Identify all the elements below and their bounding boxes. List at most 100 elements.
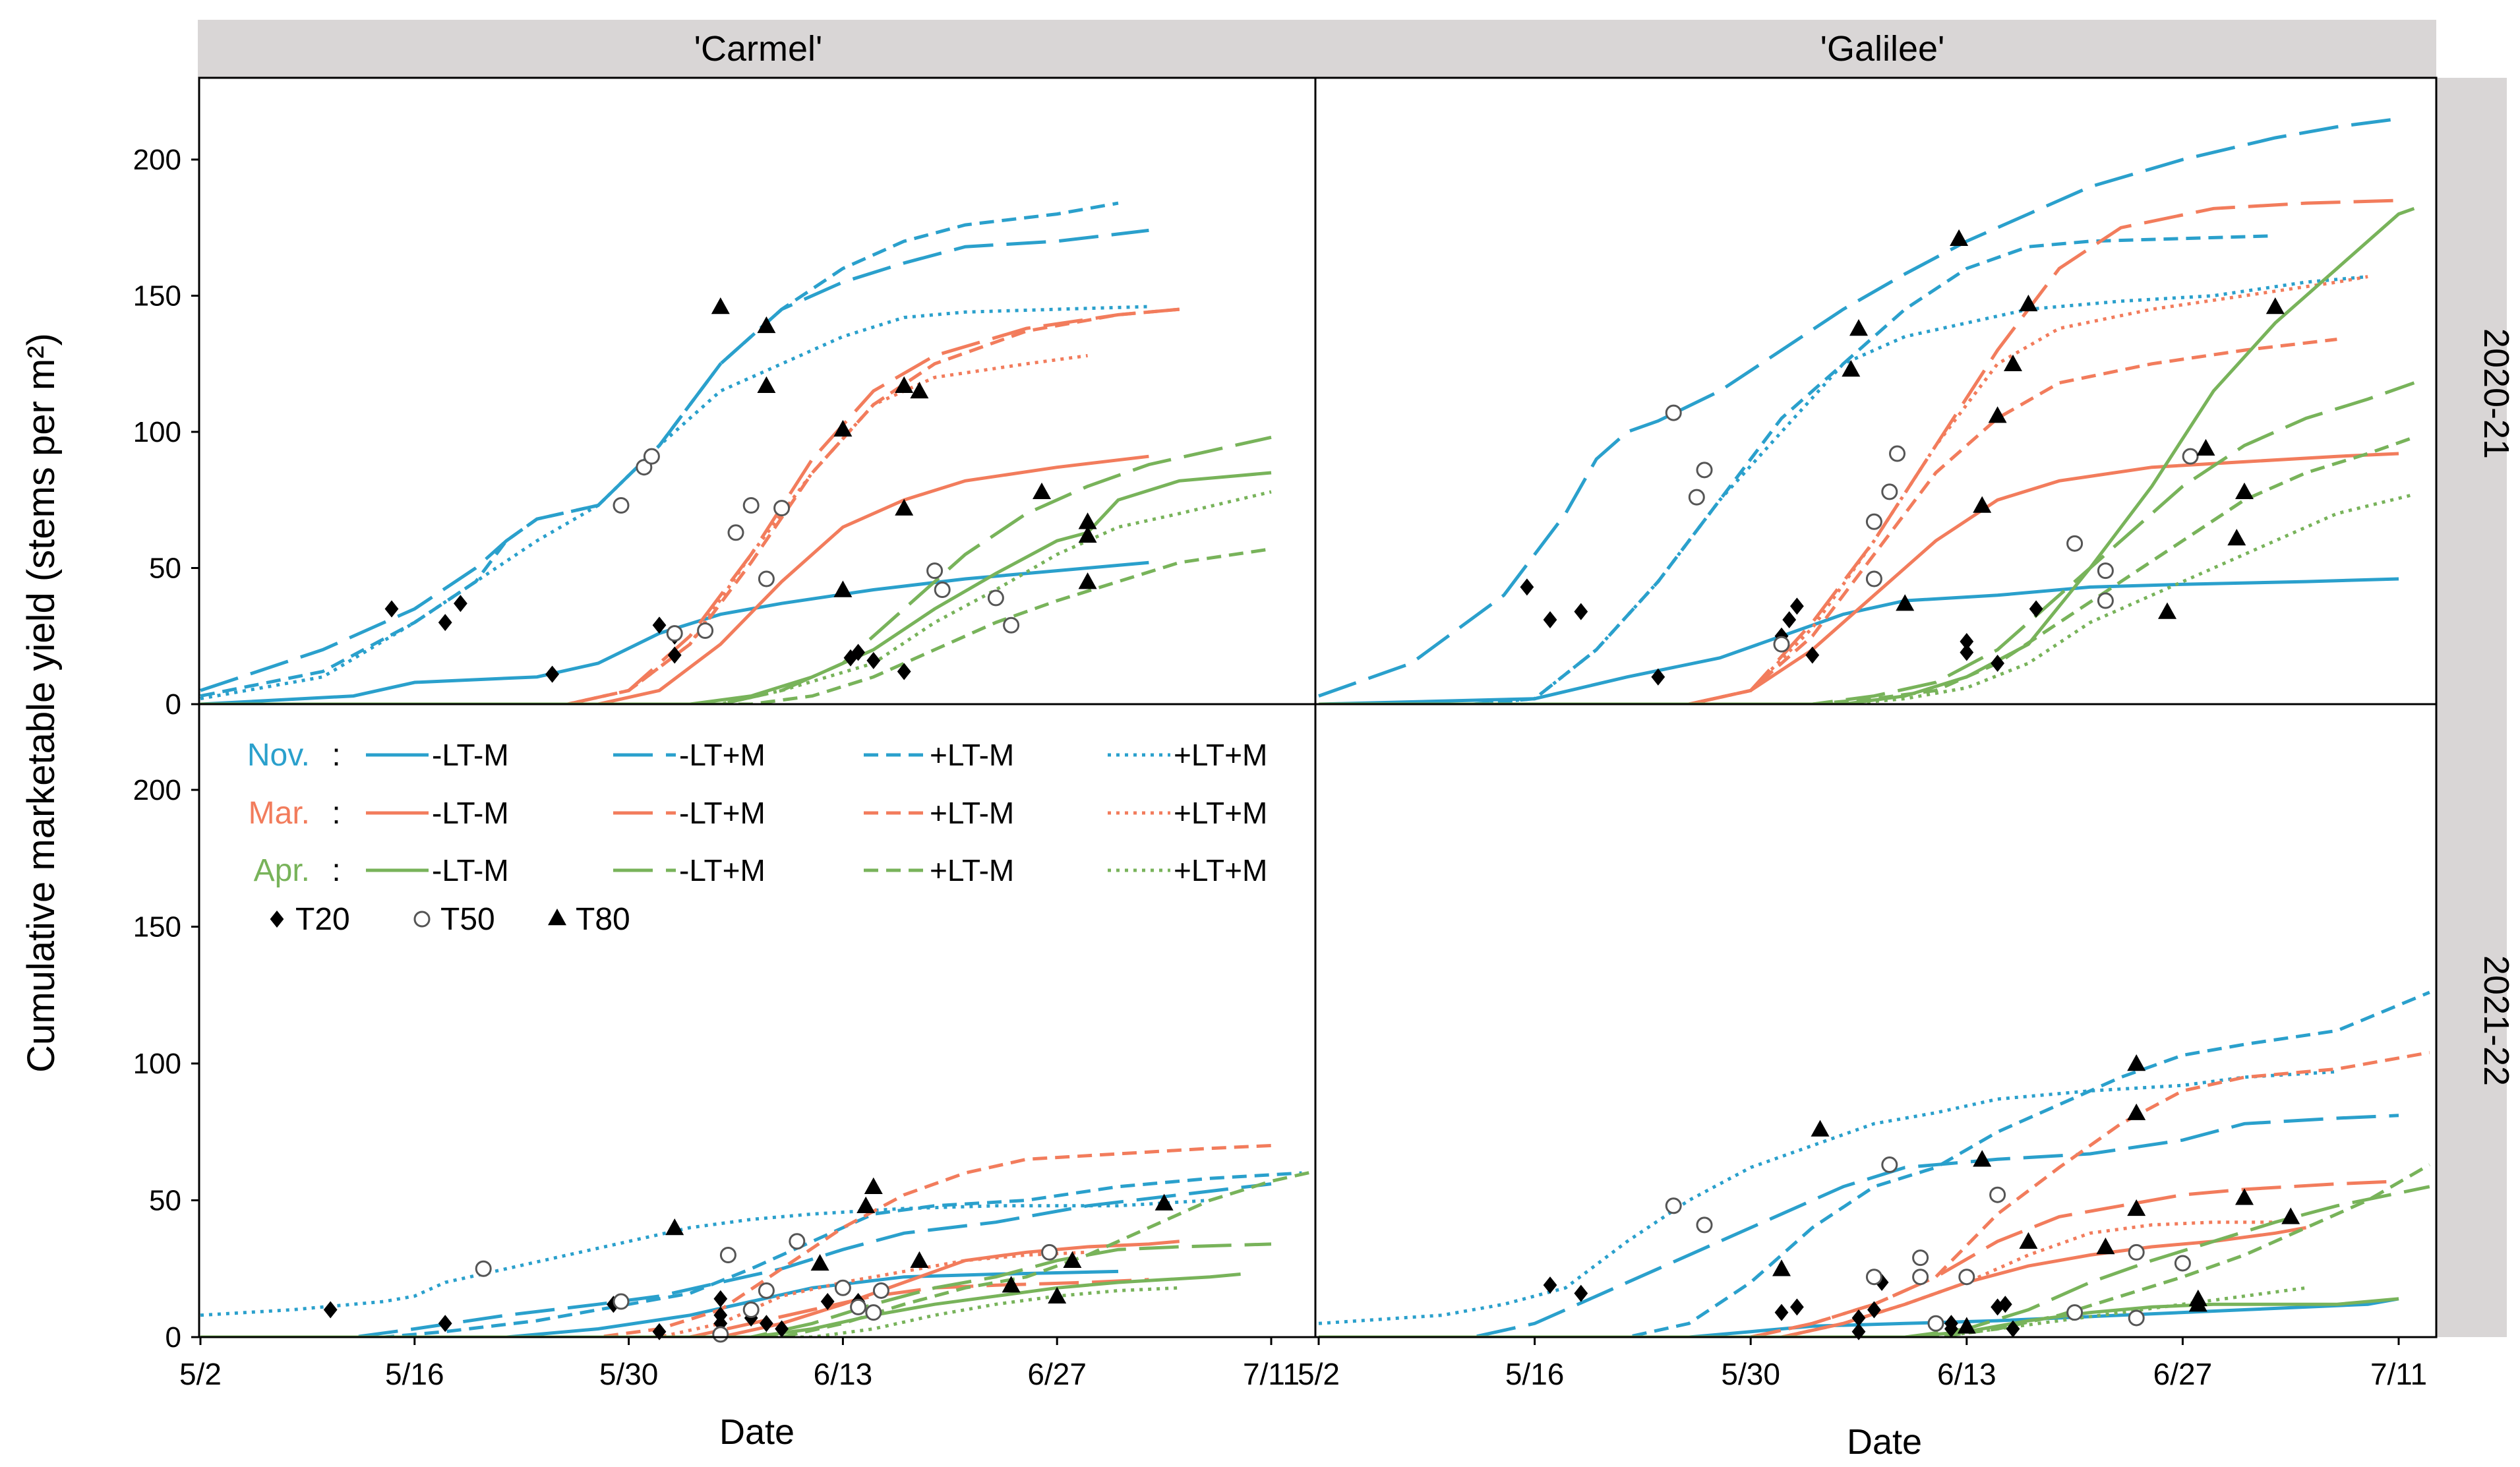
x-tick-label: 5/30: [1721, 1357, 1780, 1391]
series-line-mar-mLTpM: [200, 1278, 1149, 1337]
t50-marker: [475, 1260, 492, 1277]
t80-marker: [2196, 438, 2215, 456]
panel-0: [200, 201, 1272, 704]
panel-frame-carmel-2020-21: [198, 76, 1317, 705]
series-line-mar-mLTmM: [200, 454, 1149, 704]
legend-colon: :: [332, 853, 340, 888]
row-header-2021-22: 2021-22: [2476, 955, 2516, 1086]
t20-marker: [454, 595, 467, 613]
t50-marker: [926, 562, 944, 580]
t80-marker: [1849, 319, 1868, 336]
panel-frame-galilee-2021-22: [1314, 703, 2438, 1338]
t80-marker: [711, 297, 730, 314]
row-strip: [2436, 78, 2507, 1337]
y-tick-label: 50: [149, 553, 181, 585]
t50-marker: [742, 497, 760, 514]
t50-marker: [742, 1302, 760, 1318]
t50-marker: [2097, 562, 2114, 580]
t80-marker: [1973, 496, 1992, 513]
t80-marker: [2158, 602, 2176, 619]
series-line-nov-mLTmM: [200, 560, 1149, 704]
t80-marker: [1033, 482, 1051, 500]
t20-marker: [1851, 1309, 1866, 1327]
y-tick-label: 150: [133, 911, 181, 943]
t80-marker: [910, 382, 929, 399]
legend-entry-label: -LT+M: [679, 738, 765, 772]
t80-marker: [1772, 1259, 1791, 1276]
y-axis-title: Cumulative marketable yield (stems per m…: [20, 333, 63, 1073]
x-tick-label: 5/16: [1505, 1357, 1565, 1391]
series-line-mar-mLTpM: [1319, 198, 2399, 704]
t50-marker: [789, 1233, 806, 1250]
t20-marker: [1651, 668, 1665, 686]
t80-marker: [1078, 512, 1097, 529]
series-line-apr-pLTmM: [200, 1169, 1315, 1337]
t20-marker: [1790, 597, 1804, 615]
t80-marker: [1078, 525, 1097, 543]
series-line-nov-pLTmM: [1319, 234, 2275, 704]
t20-marker: [2006, 1320, 2020, 1338]
panel-2: [200, 1144, 1315, 1343]
y-tick-label: 100: [133, 416, 181, 448]
t50-marker: [773, 500, 791, 517]
series-line-nov-mLTmM: [1318, 577, 2399, 704]
t80-marker: [1957, 1317, 1976, 1334]
t20-marker: [652, 616, 667, 634]
legend-planting-label: Mar.: [249, 796, 310, 831]
t80-marker: [757, 316, 776, 334]
y-tick-label: 200: [133, 144, 181, 176]
series-line-mar-mLTmM: [1319, 1226, 2307, 1337]
t50-marker: [1041, 1243, 1058, 1261]
legend-entry-label: +LT-M: [930, 853, 1014, 887]
legend-entry-label: +LT-M: [930, 738, 1014, 772]
t50-marker: [1696, 462, 1713, 479]
legend-entry-label: +LT-M: [930, 796, 1014, 830]
t20-marker: [1851, 1323, 1866, 1340]
series-line-apr-mLTpM: [1319, 381, 2415, 704]
t50-marker: [987, 589, 1004, 607]
series-line-mar-pLTmM: [200, 1144, 1272, 1337]
legend-entry-label: +LT+M: [1174, 853, 1267, 887]
t20-marker: [1944, 1320, 1958, 1338]
x-tick-label: 5/2: [1298, 1357, 1340, 1391]
legend-t20-symbol: [270, 911, 284, 928]
series-line-nov-mLTpM: [1319, 1114, 2399, 1337]
series-line-apr-pLTmM: [1319, 435, 2415, 704]
legend-planting-label: Apr.: [254, 853, 310, 888]
t50-marker: [850, 1298, 867, 1315]
series-line-nov-pLTpM: [1319, 275, 2368, 704]
t50-marker: [1881, 483, 1898, 500]
t80-marker: [2188, 1295, 2207, 1312]
t50-marker: [2066, 535, 2084, 552]
series-line-apr-mLTmM: [200, 471, 1272, 704]
t20-marker: [1574, 1284, 1588, 1302]
series-line-mar-pLTmM: [1319, 1050, 2430, 1337]
x-axis-title-left: Date: [719, 1412, 795, 1452]
legend-entry-label: +LT+M: [1174, 796, 1267, 830]
t50-marker: [934, 582, 951, 599]
t50-marker: [1696, 1216, 1713, 1234]
series-line-apr-mLTmM: [1319, 206, 2415, 704]
t80-marker: [2019, 294, 2038, 312]
t50-marker: [1688, 489, 1705, 506]
t50-marker: [1989, 1186, 2006, 1203]
t20-marker: [775, 1320, 789, 1338]
series-line-apr-mLTpM: [200, 435, 1272, 704]
y-tick-label: 50: [149, 1185, 181, 1217]
t20-marker: [438, 1315, 452, 1332]
t50-marker: [758, 570, 775, 587]
t80-marker: [757, 376, 776, 393]
t80-marker: [895, 376, 914, 393]
t20-marker: [1774, 1303, 1789, 1321]
t80-marker: [2004, 354, 2022, 371]
x-tick-label: 6/13: [814, 1357, 873, 1391]
t20-marker: [851, 644, 865, 661]
legend-entry-label: -LT+M: [679, 796, 765, 830]
series-line-mar-mLTpM: [200, 307, 1180, 704]
t80-marker: [2235, 1188, 2254, 1205]
t80-marker: [1842, 360, 1861, 377]
t20-marker: [2029, 600, 2043, 618]
legend-planting-label: Nov.: [247, 738, 310, 773]
series-line-mar-pLTpM: [200, 1250, 1088, 1337]
